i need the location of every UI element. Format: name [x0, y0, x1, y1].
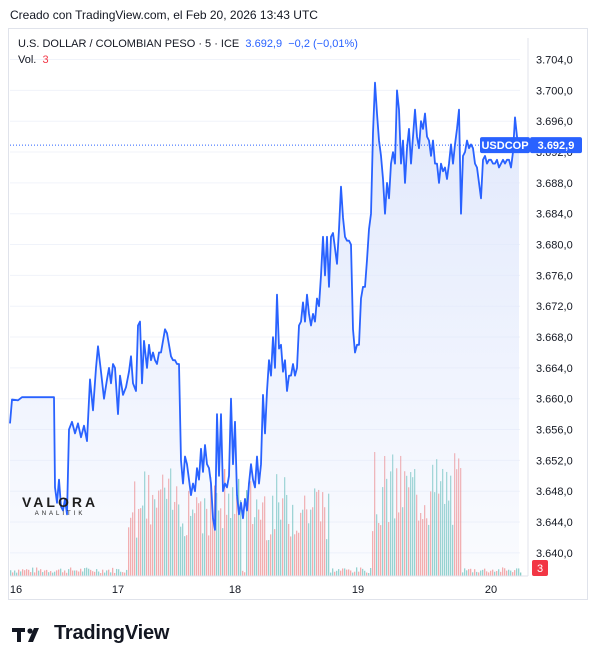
chart-legend: U.S. DOLLAR / COLOMBIAN PESO · 5 · ICE 3…: [18, 36, 358, 68]
tradingview-brand: TradingView: [54, 622, 170, 644]
x-tick-label: 16: [10, 584, 22, 596]
price-area: [10, 82, 519, 576]
price-line: [9, 81, 520, 531]
y-tick-label: 3.704,0: [536, 55, 573, 67]
x-tick-label: 17: [112, 584, 124, 596]
legend-price: 3.692,9: [245, 38, 283, 50]
legend-change: −0,2 (−0,01%): [288, 38, 358, 50]
y-tick-label: 3.664,0: [536, 363, 573, 375]
symbol-tag-label: USDCOP: [481, 140, 528, 152]
volume-tag: [532, 560, 548, 576]
legend-volume-row: Vol. 3: [18, 52, 358, 68]
y-tick-label: 3.700,0: [536, 85, 573, 97]
tradingview-footer: TradingView: [12, 622, 169, 645]
y-tick-label: 3.680,0: [536, 240, 573, 252]
chart-frame: [8, 28, 588, 600]
y-tick-label: 3.668,0: [536, 332, 573, 344]
x-tick-label: 18: [229, 584, 241, 596]
y-tick-label: 3.640,0: [536, 548, 573, 560]
y-tick-label: 3.676,0: [536, 270, 573, 282]
y-tick-label: 3.696,0: [536, 116, 573, 128]
legend-symbol-row: U.S. DOLLAR / COLOMBIAN PESO · 5 · ICE 3…: [18, 36, 358, 52]
legend-vol-label: Vol.: [18, 54, 37, 66]
y-tick-label: 3.688,0: [536, 178, 573, 190]
legend-symbol: U.S. DOLLAR / COLOMBIAN PESO · 5 · ICE: [18, 38, 240, 50]
valora-watermark: VALORA ANALITIK: [22, 494, 98, 517]
y-tick-label: 3.648,0: [536, 486, 573, 498]
y-tick-label: 3.684,0: [536, 209, 573, 221]
x-tick-label: 20: [485, 584, 497, 596]
watermark-name: VALORA: [22, 494, 99, 510]
volume-bar: [520, 572, 522, 576]
symbol-tag: [480, 137, 530, 154]
y-tick-label: 3.656,0: [536, 425, 573, 437]
y-tick-label: 3.672,0: [536, 301, 573, 313]
y-tick-label: 3.660,0: [536, 394, 573, 406]
chart-caption: Creado con TradingView.com, el Feb 20, 2…: [10, 8, 318, 22]
watermark-sub: ANALITIK: [34, 511, 86, 517]
volume-tag-label: 3: [537, 563, 543, 575]
tradingview-logo-icon: [12, 627, 39, 642]
y-tick-label: 3.652,0: [536, 455, 573, 467]
last-price-tag: [530, 137, 582, 154]
x-tick-label: 19: [352, 584, 364, 596]
last-price-label: 3.692,9: [538, 140, 575, 152]
legend-vol-value: 3: [42, 54, 49, 66]
y-tick-label: 3.644,0: [536, 517, 573, 529]
